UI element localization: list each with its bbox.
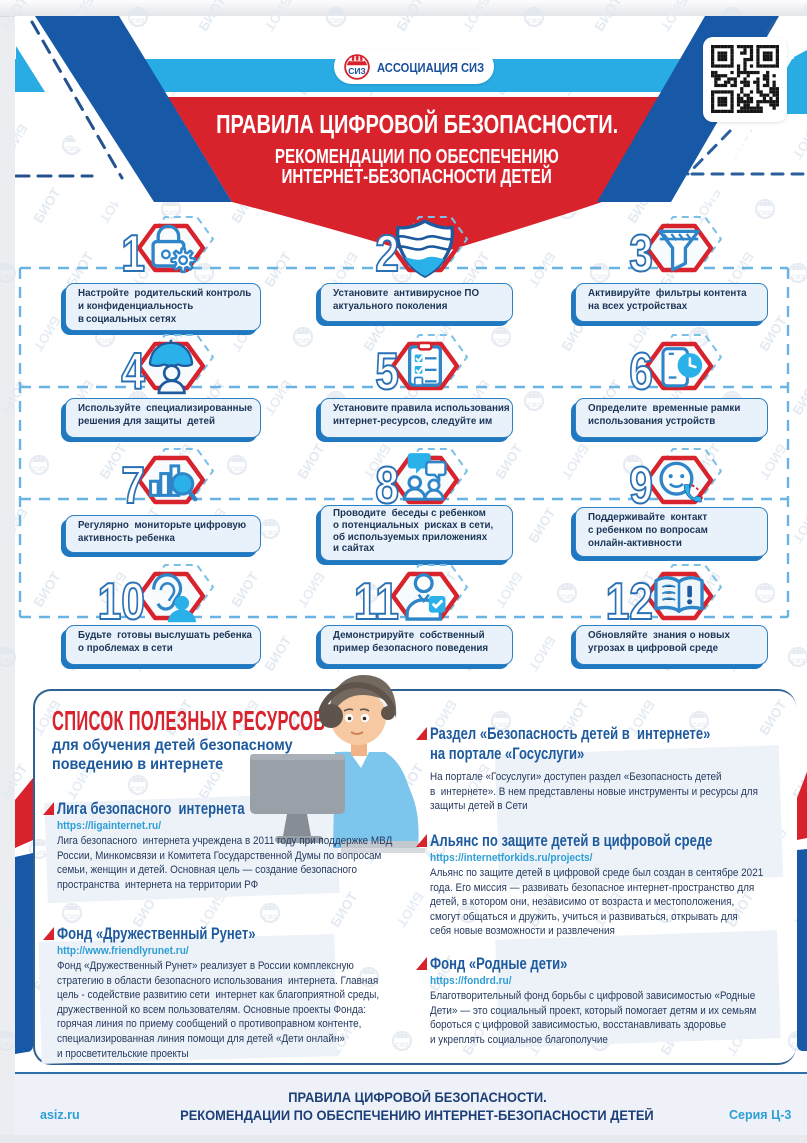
svg-text:СИЗ: СИЗ xyxy=(98,722,111,729)
svg-text:СИЗ: СИЗ xyxy=(692,338,705,345)
svg-text:СИЗ: СИЗ xyxy=(164,210,177,217)
svg-text:СИЗ: СИЗ xyxy=(32,850,45,857)
svg-text:СИЗ: СИЗ xyxy=(494,722,507,729)
svg-text:СИЗ: СИЗ xyxy=(593,1042,606,1049)
svg-text:СИЗ: СИЗ xyxy=(263,914,276,921)
svg-text:СИЗ: СИЗ xyxy=(494,338,507,345)
svg-text:СИЗ: СИЗ xyxy=(263,530,276,537)
svg-text:СИЗ: СИЗ xyxy=(65,914,78,921)
svg-text:СИЗ: СИЗ xyxy=(0,1042,13,1049)
svg-text:СИЗ: СИЗ xyxy=(626,466,639,473)
svg-text:СИЗ: СИЗ xyxy=(593,274,606,281)
svg-text:СИЗ: СИЗ xyxy=(362,978,375,985)
svg-text:СИЗ: СИЗ xyxy=(230,466,243,473)
svg-text:СИЗ: СИЗ xyxy=(32,466,45,473)
svg-text:СИЗ: СИЗ xyxy=(791,658,804,665)
svg-text:СИЗ: СИЗ xyxy=(395,274,408,281)
svg-text:СИЗ: СИЗ xyxy=(0,274,13,281)
svg-text:СИЗ: СИЗ xyxy=(560,594,573,601)
svg-text:СИЗ: СИЗ xyxy=(758,210,771,217)
svg-text:СИЗ: СИЗ xyxy=(197,274,210,281)
svg-text:СИЗ: СИЗ xyxy=(692,722,705,729)
svg-text:СИЗ: СИЗ xyxy=(527,402,540,409)
svg-text:СИЗ: СИЗ xyxy=(659,914,672,921)
svg-text:СИЗ: СИЗ xyxy=(791,274,804,281)
svg-text:СИЗ: СИЗ xyxy=(395,1042,408,1049)
svg-text:СИЗ: СИЗ xyxy=(296,338,309,345)
svg-text:СИЗ: СИЗ xyxy=(348,66,366,76)
svg-text:СИЗ: СИЗ xyxy=(0,658,13,665)
svg-text:СИЗ: СИЗ xyxy=(131,786,144,793)
svg-text:СИЗ: СИЗ xyxy=(65,146,78,153)
svg-text:СИЗ: СИЗ xyxy=(98,338,111,345)
svg-text:СИЗ: СИЗ xyxy=(329,18,342,25)
svg-text:СИЗ: СИЗ xyxy=(461,914,474,921)
svg-text:СИЗ: СИЗ xyxy=(362,594,375,601)
svg-text:СИЗ: СИЗ xyxy=(758,594,771,601)
svg-text:СИЗ: СИЗ xyxy=(131,18,144,25)
svg-text:СИЗ: СИЗ xyxy=(527,18,540,25)
svg-text:СИЗ: СИЗ xyxy=(296,722,309,729)
svg-text:СИЗ: СИЗ xyxy=(428,850,441,857)
